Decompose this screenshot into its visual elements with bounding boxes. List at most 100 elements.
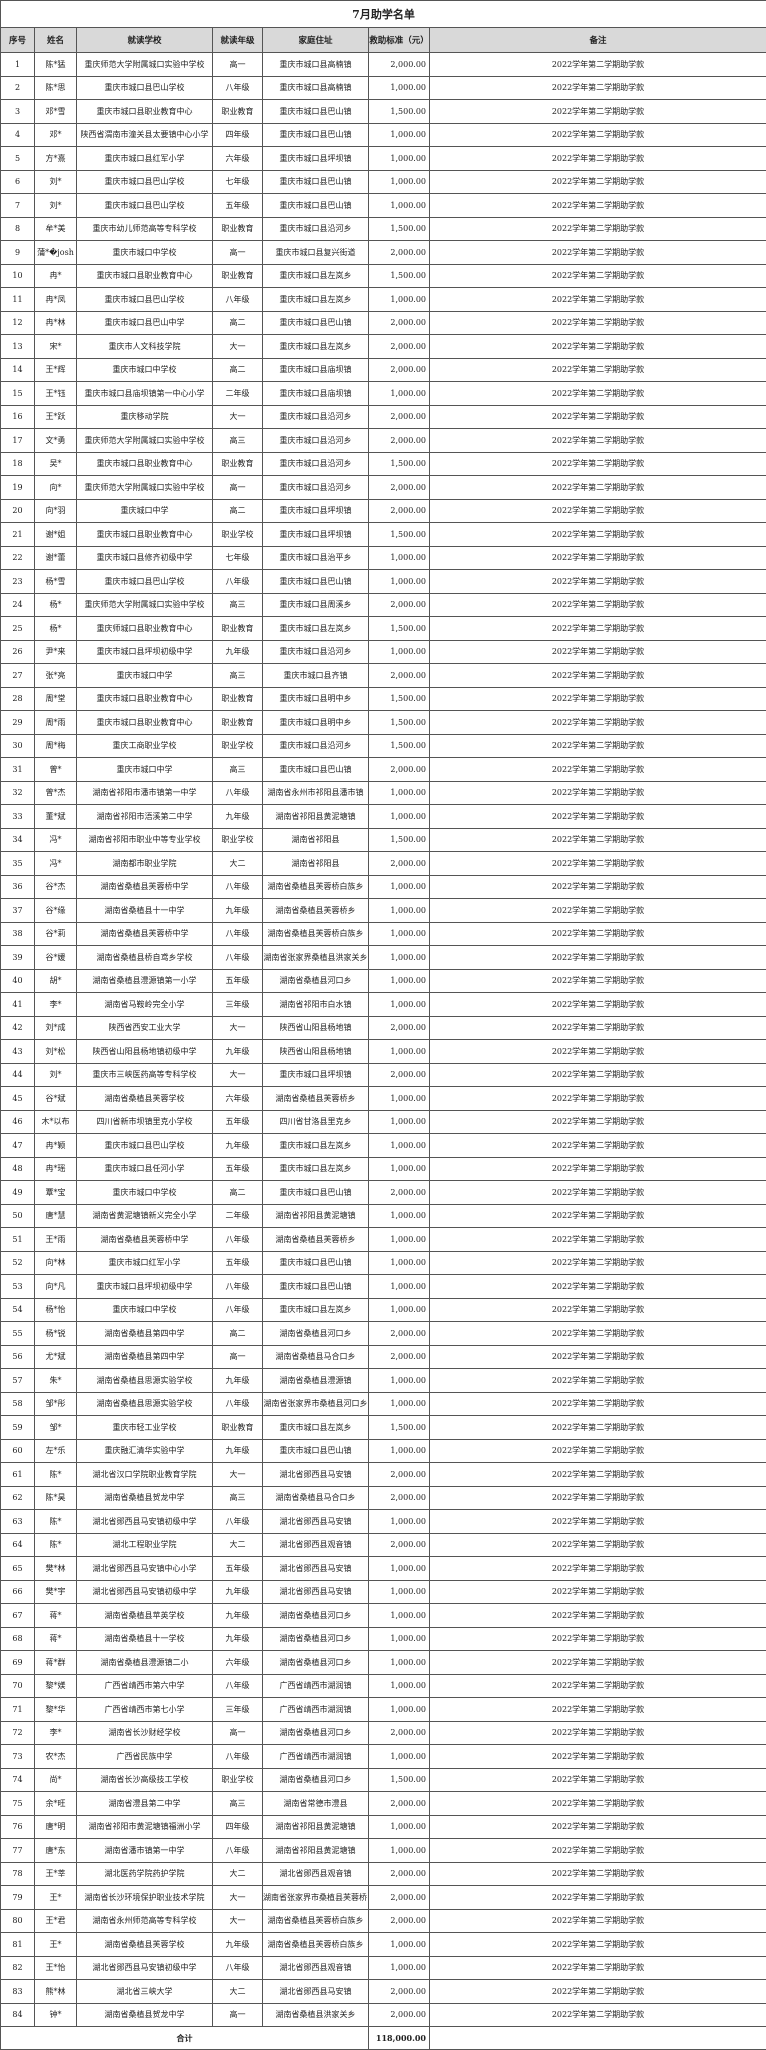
cell-seq: 46: [1, 1110, 35, 1134]
cell-seq: 81: [1, 1933, 35, 1957]
cell-name: 周*堂: [35, 687, 77, 711]
cell-grade: 职业教育: [213, 100, 263, 124]
cell-address: 湖南省桑植县河口乡: [263, 1604, 369, 1628]
cell-school: 重庆师城口县职业教育中心: [77, 617, 213, 641]
cell-remark: 2022学年第二学期助学款: [430, 781, 766, 805]
cell-seq: 29: [1, 711, 35, 735]
cell-name: 向*凡: [35, 1275, 77, 1299]
cell-seq: 37: [1, 899, 35, 923]
cell-remark: 2022学年第二学期助学款: [430, 1228, 766, 1252]
cell-amount: 2,000.00: [369, 1886, 430, 1910]
cell-grade: 八年级: [213, 76, 263, 100]
cell-grade: 高一: [213, 2003, 263, 2027]
cell-amount: 1,000.00: [369, 899, 430, 923]
cell-grade: 八年级: [213, 288, 263, 312]
cell-remark: 2022学年第二学期助学款: [430, 546, 766, 570]
cell-address: 湖南省桑植县洪家关乡: [263, 2003, 369, 2027]
cell-seq: 33: [1, 805, 35, 829]
cell-grade: 六年级: [213, 1651, 263, 1675]
cell-remark: 2022学年第二学期助学款: [430, 1369, 766, 1393]
cell-amount: 1,000.00: [369, 1110, 430, 1134]
cell-name: 吴*: [35, 452, 77, 476]
cell-name: 农*杰: [35, 1745, 77, 1769]
cell-seq: 71: [1, 1698, 35, 1722]
cell-amount: 1,000.00: [369, 1604, 430, 1628]
cell-remark: 2022学年第二学期助学款: [430, 1721, 766, 1745]
cell-school: 重庆市城口县巴山学校: [77, 1134, 213, 1158]
cell-address: 湖南省桑植县芙蓉桥乡: [263, 1228, 369, 1252]
cell-remark: 2022学年第二学期助学款: [430, 946, 766, 970]
cell-name: 陈*: [35, 1510, 77, 1534]
cell-school: 湖南省桑植县思源实验学校: [77, 1369, 213, 1393]
cell-amount: 2,000.00: [369, 241, 430, 265]
cell-grade: 八年级: [213, 1275, 263, 1299]
cell-grade: 大二: [213, 1980, 263, 2004]
cell-grade: 大一: [213, 1886, 263, 1910]
cell-address: 湖南省桑植县河口乡: [263, 1721, 369, 1745]
cell-address: 重庆市城口县治平乡: [263, 546, 369, 570]
cell-address: 陕西省山阳县杨地镇: [263, 1016, 369, 1040]
cell-remark: 2022学年第二学期助学款: [430, 1110, 766, 1134]
cell-name: 冉*瑶: [35, 1157, 77, 1181]
cell-school: 重庆市城口县职业教育中心: [77, 687, 213, 711]
cell-school: 湖南省潘市镇第一中学: [77, 1839, 213, 1863]
cell-grade: 职业学校: [213, 734, 263, 758]
cell-remark: 2022学年第二学期助学款: [430, 53, 766, 77]
cell-amount: 1,000.00: [369, 922, 430, 946]
cell-address: 重庆市城口县巴山镇: [263, 123, 369, 147]
cell-seq: 84: [1, 2003, 35, 2027]
cell-seq: 31: [1, 758, 35, 782]
cell-name: 刘*: [35, 170, 77, 194]
cell-seq: 67: [1, 1604, 35, 1628]
cell-amount: 1,000.00: [369, 1510, 430, 1534]
cell-address: 重庆市城口县齐镇: [263, 664, 369, 688]
cell-seq: 60: [1, 1439, 35, 1463]
cell-amount: 1,000.00: [369, 147, 430, 171]
cell-grade: 九年级: [213, 1369, 263, 1393]
cell-seq: 43: [1, 1040, 35, 1064]
cell-amount: 1,000.00: [369, 170, 430, 194]
cell-seq: 3: [1, 100, 35, 124]
header-amount: 救助标准（元）: [369, 28, 430, 53]
cell-remark: 2022学年第二学期助学款: [430, 1063, 766, 1087]
cell-school: 重庆市轻工业学校: [77, 1416, 213, 1440]
cell-remark: 2022学年第二学期助学款: [430, 523, 766, 547]
cell-seq: 41: [1, 993, 35, 1017]
cell-seq: 82: [1, 1956, 35, 1980]
cell-address: 重庆市城口县坪坝镇: [263, 1063, 369, 1087]
cell-school: 广西省靖西市第六中学: [77, 1674, 213, 1698]
cell-seq: 44: [1, 1063, 35, 1087]
cell-amount: 2,000.00: [369, 358, 430, 382]
cell-name: 黎*媄: [35, 1674, 77, 1698]
cell-amount: 1,000.00: [369, 1627, 430, 1651]
cell-address: 重庆市城口县左岚乡: [263, 1134, 369, 1158]
cell-address: 湖北省郧西县马安镇: [263, 1580, 369, 1604]
cell-address: 广西省靖西市湖润镇: [263, 1745, 369, 1769]
cell-remark: 2022学年第二学期助学款: [430, 1298, 766, 1322]
cell-school: 湖南省祁阳市浯溪第二中学: [77, 805, 213, 829]
cell-school: 重庆市城口中学校: [77, 358, 213, 382]
cell-school: 重庆市幼儿师范高等专科学校: [77, 217, 213, 241]
cell-school: 广西省民族中学: [77, 1745, 213, 1769]
cell-name: 蒋*群: [35, 1651, 77, 1675]
cell-school: 湖南省桑植县十一中学: [77, 899, 213, 923]
cell-amount: 2,000.00: [369, 1345, 430, 1369]
cell-school: 重庆市城口县红军小学: [77, 147, 213, 171]
cell-grade: 职业教育: [213, 217, 263, 241]
cell-name: 杨*怡: [35, 1298, 77, 1322]
cell-grade: 八年级: [213, 1510, 263, 1534]
cell-address: 重庆市城口县庙坝镇: [263, 358, 369, 382]
cell-name: 冉*凤: [35, 288, 77, 312]
